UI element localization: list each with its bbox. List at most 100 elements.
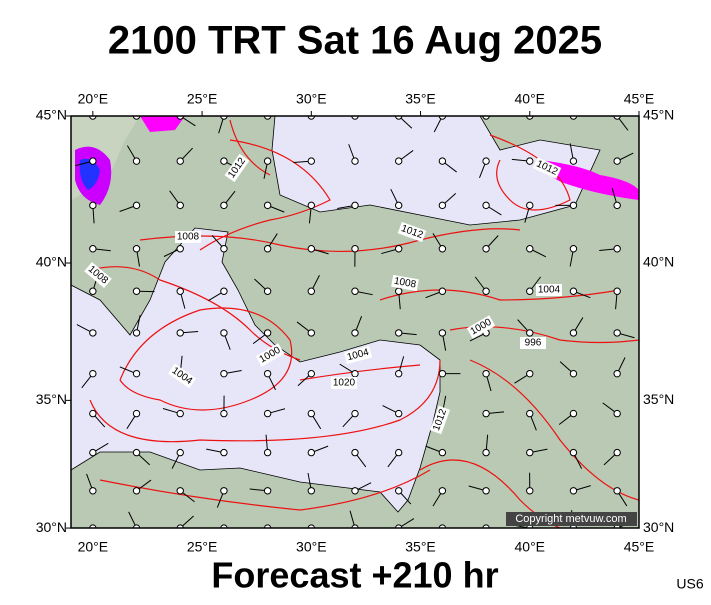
station [352,488,358,494]
station [570,202,576,208]
station [133,246,139,252]
title: 2100 TRT Sat 16 Aug 2025 [108,19,602,63]
station [308,158,314,164]
station [614,370,620,376]
lon-label: 45°E [624,539,655,555]
lat-label: 35°N [36,391,67,407]
station [352,370,358,376]
station [570,370,576,376]
station [308,370,314,376]
station [352,330,358,336]
station [483,449,489,455]
station [221,246,227,252]
isobar-label: 996 [525,338,542,349]
station [221,488,227,494]
station [570,410,576,416]
station [614,449,620,455]
station [614,488,620,494]
isobar-label: 1008 [177,232,200,243]
lat-label: 30°N [643,519,674,535]
lat-label: 40°N [643,254,674,270]
station [221,202,227,208]
station [264,246,270,252]
station [395,288,401,294]
station [483,288,489,294]
station [177,330,183,336]
station [395,202,401,208]
station [308,449,314,455]
station [90,410,96,416]
station [221,449,227,455]
station [133,410,139,416]
station [133,449,139,455]
station [483,370,489,376]
station [308,410,314,416]
station [527,488,533,494]
station [395,449,401,455]
lon-label: 20°E [78,91,109,107]
station [352,246,358,252]
station [439,370,445,376]
station [483,158,489,164]
station [614,288,620,294]
station [264,449,270,455]
station [177,202,183,208]
station [570,158,576,164]
station [90,202,96,208]
station [352,288,358,294]
station [614,246,620,252]
station [264,158,270,164]
station [483,410,489,416]
station [527,330,533,336]
forecast-label: Forecast +210 hr [211,555,498,596]
station [395,370,401,376]
lon-label: 25°E [187,539,218,555]
station [527,370,533,376]
lat-label: 30°N [36,519,67,535]
station [439,246,445,252]
lat-label: 45°N [643,107,674,123]
station [90,330,96,336]
station [308,202,314,208]
station [614,410,620,416]
station [221,370,227,376]
station [133,202,139,208]
isobar-label: 1020 [333,378,356,389]
station [527,158,533,164]
lat-label: 35°N [643,391,674,407]
lon-label: 40°E [515,91,546,107]
station [264,330,270,336]
station [264,488,270,494]
station [264,410,270,416]
station [395,410,401,416]
station [395,158,401,164]
station [614,202,620,208]
station [395,246,401,252]
station [90,288,96,294]
station [570,246,576,252]
station [439,330,445,336]
station [352,410,358,416]
map: Copyright metvuw.com 1012101210121008100… [36,91,675,555]
lon-label: 35°E [405,91,436,107]
station [308,330,314,336]
station [90,246,96,252]
station [90,449,96,455]
station [264,288,270,294]
station [90,370,96,376]
station [177,488,183,494]
station [133,330,139,336]
station [264,202,270,208]
station [133,488,139,494]
station [133,158,139,164]
lon-label: 45°E [624,91,655,107]
station [177,288,183,294]
lat-label: 45°N [36,107,67,123]
station [439,288,445,294]
region-code: US6 [676,576,703,592]
station [308,288,314,294]
station [527,288,533,294]
station [439,202,445,208]
station [439,449,445,455]
